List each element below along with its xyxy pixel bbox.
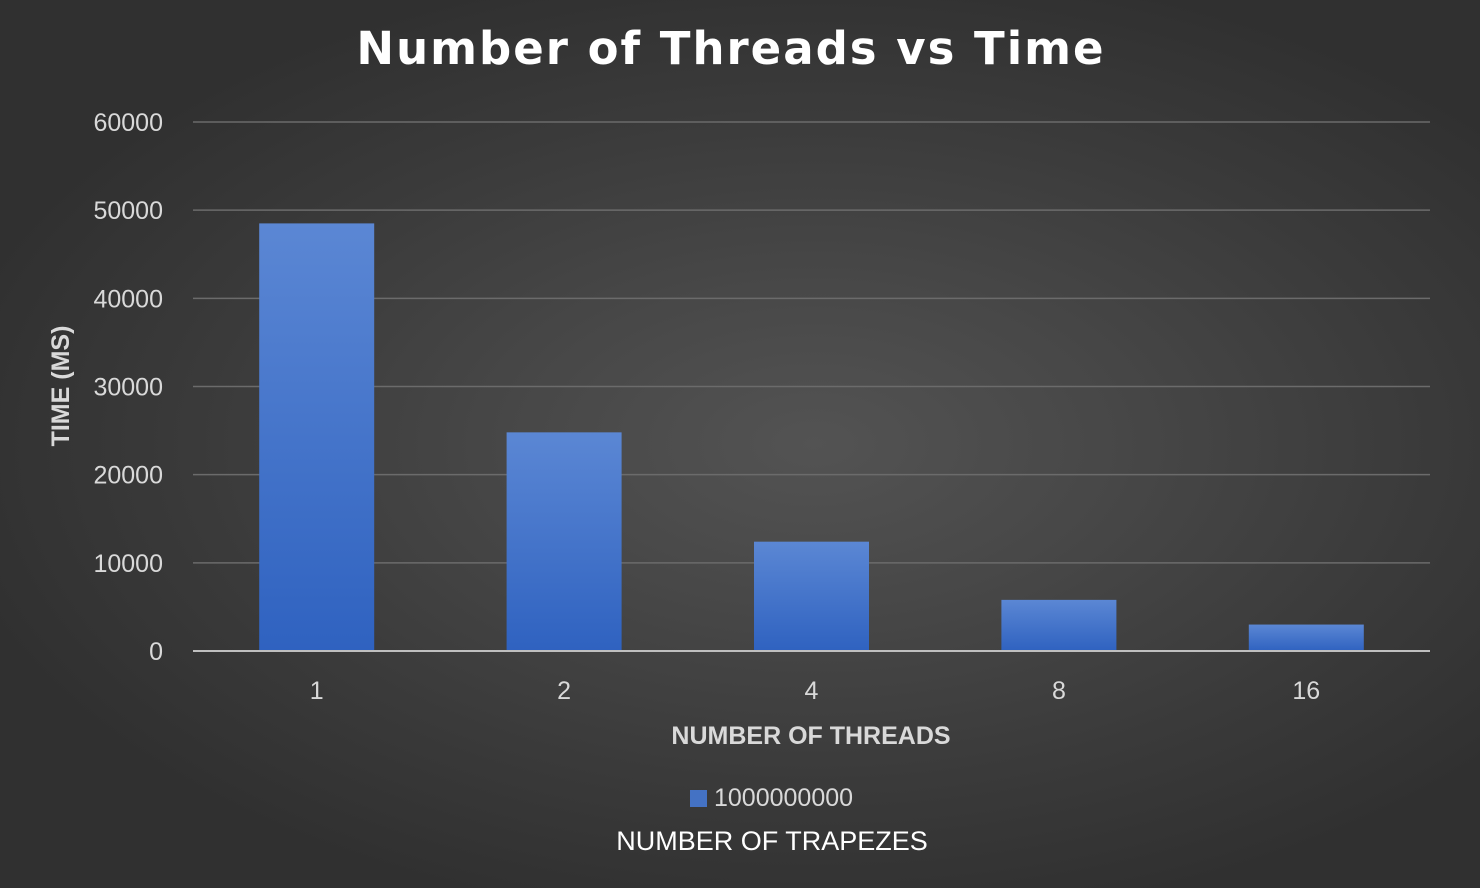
y-tick-label: 50000: [93, 197, 163, 225]
x-tick-label: 1: [310, 677, 324, 705]
legend-title: NUMBER OF TRAPEZES: [616, 826, 928, 856]
bar-4: [754, 541, 869, 651]
x-tick-label: 2: [557, 677, 571, 705]
gridlines: [193, 121, 1430, 564]
x-tick-label: 16: [1292, 677, 1320, 705]
bar-1: [259, 223, 375, 651]
x-tick-label: 4: [805, 677, 819, 705]
bars: [259, 223, 1364, 651]
y-axis-ticks: 0 10000 20000 30000 40000 50000 60000: [93, 109, 163, 666]
x-axis-ticks: 1 2 4 8 16: [310, 677, 1320, 705]
x-axis-label: NUMBER OF THREADS: [671, 722, 951, 750]
y-axis-label: TIME (MS): [47, 326, 75, 447]
legend-entry: 1000000000: [714, 784, 854, 812]
y-tick-label: 20000: [93, 462, 163, 490]
bar-8: [1001, 599, 1117, 651]
y-tick-label: 60000: [93, 109, 163, 137]
x-tick-label: 8: [1052, 677, 1066, 705]
legend: 1000000000: [690, 784, 853, 813]
chart-title: Number of Threads vs Time: [356, 22, 1106, 75]
bar-2: [506, 432, 622, 651]
y-tick-label: 0: [149, 638, 163, 666]
bar-16: [1248, 624, 1364, 651]
y-tick-label: 40000: [93, 285, 163, 313]
y-tick-label: 10000: [93, 550, 163, 578]
legend-swatch: [690, 790, 707, 807]
y-tick-label: 30000: [93, 374, 163, 402]
